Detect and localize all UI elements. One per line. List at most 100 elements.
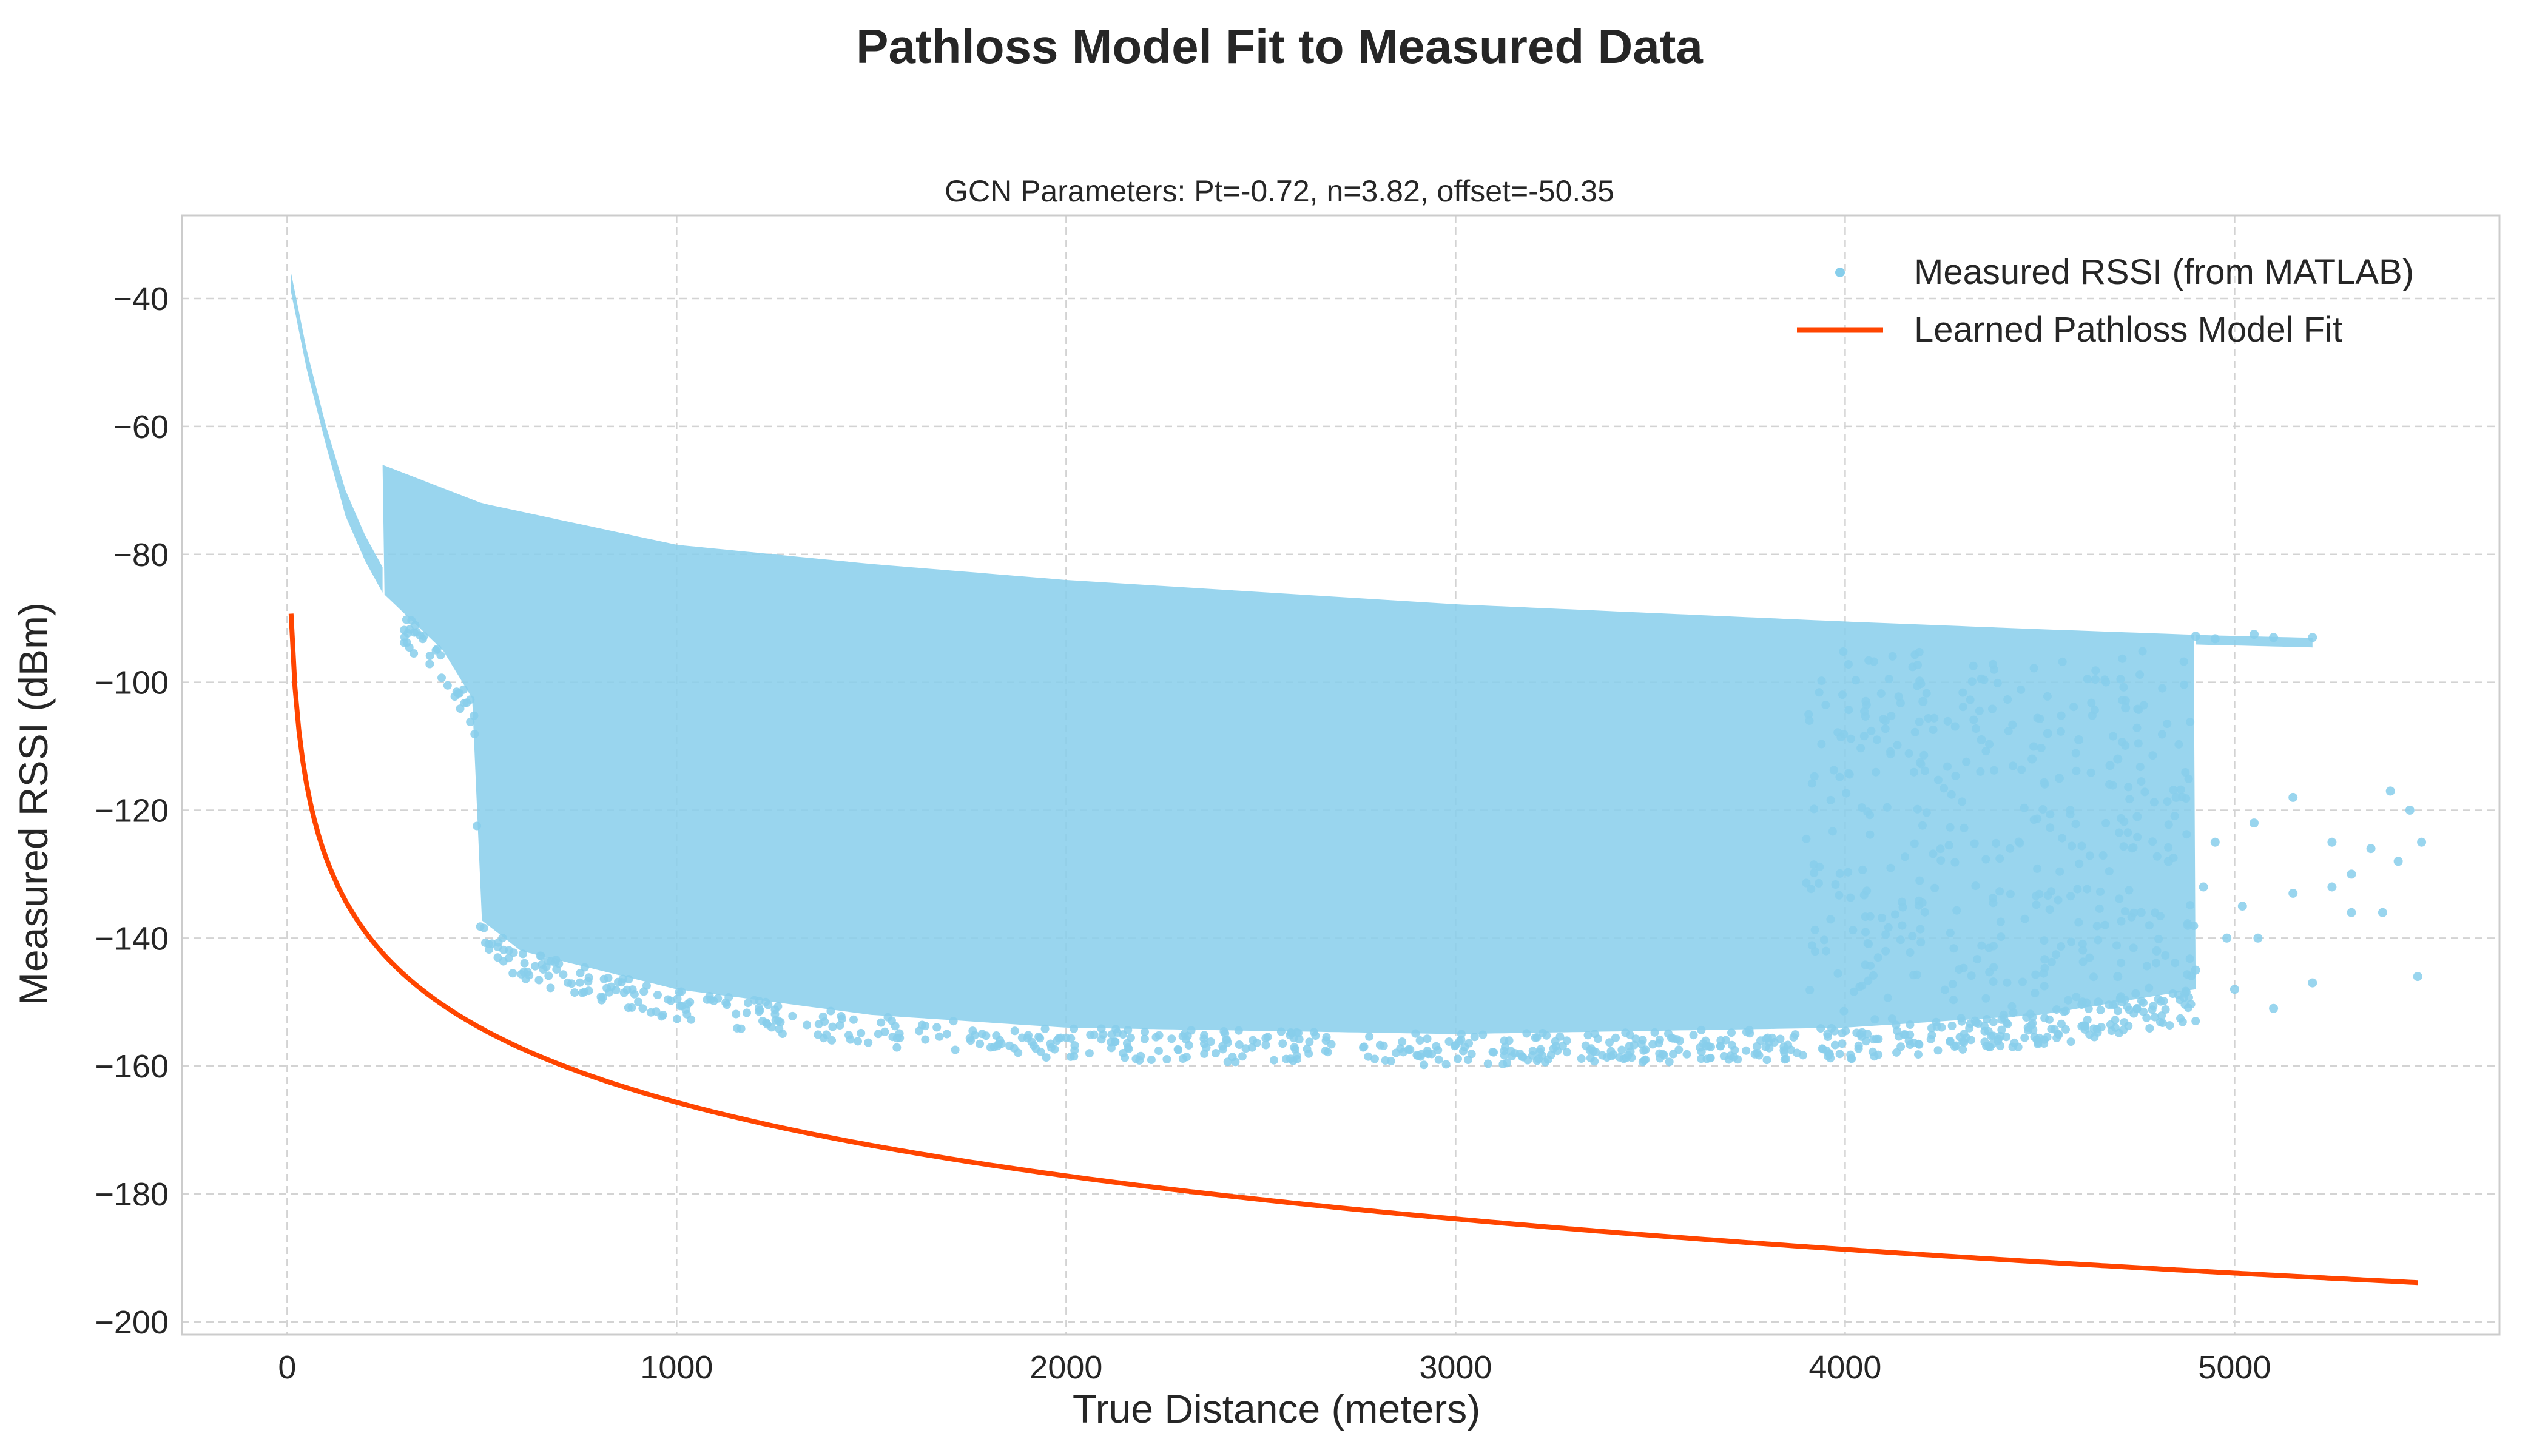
scatter-point [1238,1052,1247,1061]
scatter-point [1993,678,2002,687]
scatter-point [2078,946,2088,955]
scatter-point [1515,1050,1525,1059]
scatter-point [2199,882,2208,892]
scatter-point [1805,986,1815,994]
scatter-point [638,1004,647,1013]
scatter-point [1920,908,1929,917]
scatter-point [2186,1000,2196,1009]
scatter-point [2087,698,2096,707]
scatter-point [1423,1034,1432,1043]
scatter-point [2037,744,2046,752]
scatter-point [1918,696,1928,706]
scatter-point [1989,898,1998,908]
scatter-point [1321,1046,1330,1056]
scatter-point [1178,1054,1187,1063]
scatter-point [2115,828,2123,837]
scatter-point [1444,1037,1454,1046]
scatter-point [1420,1060,1429,1070]
scatter-point [1881,716,1890,726]
scatter-point [1869,657,1878,666]
scatter-point [1027,1037,1036,1046]
scatter-point [2186,718,2195,726]
scatter-point [1674,1045,1684,1054]
scatter-point [2020,803,2029,812]
scatter-point [1040,1024,1050,1033]
scatter-point [1846,734,1855,743]
scatter-point [1847,1054,1856,1063]
scatter-point [1872,767,1881,777]
scatter-point [1966,695,1975,704]
scatter-point [2121,741,2130,750]
scatter-point [2027,1020,2036,1030]
scatter-point [1810,772,1819,781]
scatter-point [942,1030,951,1039]
scatter-point [2035,714,2044,723]
scatter-point [1719,1052,1728,1060]
scatter-point [1689,1031,1698,1040]
scatter-point [452,687,461,696]
scatter-point [2129,943,2138,952]
scatter-point [1764,1037,1773,1046]
scatter-point [1862,886,1872,895]
scatter-point [932,1023,942,1032]
scatter-point [2040,936,2049,945]
scatter-point [1234,1026,1243,1035]
scatter-point [1046,1039,1055,1048]
scatter-point [2081,1022,2090,1031]
scatter-point [1881,930,1890,939]
scatter-point [1947,790,1956,799]
scatter-point [713,994,723,1003]
scatter-point [1640,1056,1649,1065]
scatter-point [1630,1040,1639,1050]
scatter-point [2038,805,2048,814]
scatter-point [1872,1034,1881,1043]
scatter-point [1667,1033,1676,1042]
scatter-point [1929,849,1938,858]
scatter-point [2006,844,2015,853]
scatter-point [1602,1053,1611,1062]
scatter-point [1305,1037,1314,1046]
scatter-point [1995,854,2004,863]
scatter-point [1392,1048,1401,1057]
scatter-point [2145,921,2154,930]
model-fit-series [288,613,2418,1286]
scatter-point [1009,1043,1019,1053]
scatter-point [1503,1059,1512,1068]
scatter-point [2137,777,2146,786]
scatter-point [1147,1056,1156,1064]
scatter-point [2052,1005,2061,1014]
scatter-point [1531,1033,1540,1042]
scatter-point [2029,815,2038,824]
scatter-point [1261,1040,1270,1050]
scatter-point [1997,1025,2006,1034]
scatter-point [1992,838,2001,848]
scatter-point [559,970,568,979]
scatter-point [1958,797,1967,806]
scatter-point [2009,761,2018,770]
scatter-point [596,993,605,1002]
scatter-point [1966,1036,1975,1045]
scatter-point [673,1014,682,1023]
scatter-point [2039,969,2048,978]
scatter-point [1932,1022,1941,1031]
scatter-point [1969,661,1978,670]
scatter-point [1249,1036,1258,1045]
scatter-point [1901,852,1909,861]
x-axis-ticks: 0 1000 2000 3000 4000 5000 [278,1349,2271,1386]
scatter-point [2163,797,2172,806]
scatter-point [1989,963,1998,972]
scatter-point [2131,989,2140,998]
scatter-point [2114,1006,2122,1016]
scatter-point [1958,1045,1967,1054]
scatter-main-region [382,465,2196,1034]
scatter-point [2132,1005,2142,1014]
scatter-point [1878,914,1887,922]
scatter-point [1789,1033,1798,1042]
scatter-point [1984,1026,1993,1036]
scatter-point [607,982,616,991]
scatter-point [1463,1056,1472,1064]
scatter-point [2182,830,2191,839]
scatter-point [2085,953,2094,962]
x-tick-label: 5000 [2198,1349,2271,1386]
